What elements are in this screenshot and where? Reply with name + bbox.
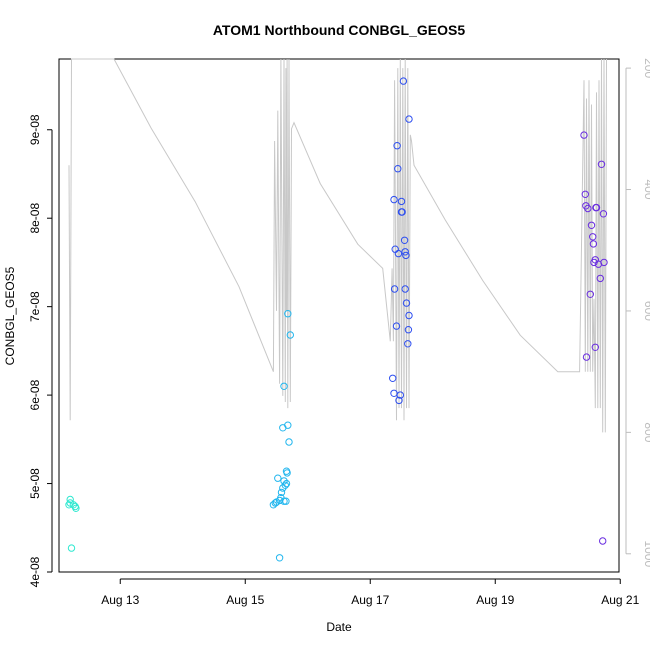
data-points [65, 77, 608, 562]
altitude-line [68, 58, 607, 433]
data-point [589, 233, 597, 241]
data-point [401, 285, 409, 293]
y-tick-label: 7e-08 [28, 291, 42, 322]
x-axis-label: Date [326, 620, 352, 634]
data-point [280, 382, 288, 390]
y2-tick-label: 400 [642, 180, 650, 200]
data-point [592, 203, 601, 212]
data-point [589, 240, 598, 248]
data-point [277, 488, 286, 497]
data-point [286, 331, 294, 339]
data-point [393, 142, 401, 150]
data-point [599, 537, 607, 545]
data-point [395, 396, 403, 405]
data-point [394, 165, 402, 173]
x-tick-label: Aug 15 [226, 593, 264, 607]
data-point [282, 497, 290, 505]
y-tick-label: 8e-08 [28, 203, 42, 234]
y-tick-label: 5e-08 [28, 468, 42, 499]
data-point [404, 340, 412, 348]
series-flight3 [389, 77, 413, 405]
x-tick-label: Aug 17 [351, 593, 389, 607]
data-point [402, 251, 410, 260]
y2-tick-label: 1000 [642, 540, 650, 567]
data-point [580, 131, 588, 139]
secondary-y-axis: 200 400 600 800 1000 [625, 58, 650, 567]
data-point [66, 495, 74, 504]
data-point [394, 249, 403, 258]
y-tick-label: 9e-08 [28, 114, 42, 145]
data-point [389, 374, 397, 382]
data-point [280, 497, 288, 505]
data-point [587, 221, 596, 230]
data-point [600, 258, 608, 267]
y-axis-label: CONBGL_GEOS5 [3, 266, 17, 365]
altitude-trace [68, 58, 607, 433]
x-tick-label: Aug 19 [476, 593, 514, 607]
data-point [275, 554, 284, 562]
x-tick-label: Aug 13 [101, 593, 139, 607]
data-point [586, 290, 594, 298]
data-point [400, 236, 409, 245]
data-point [399, 77, 408, 85]
series-flight1 [65, 495, 80, 552]
data-point [392, 322, 401, 330]
chart-title: ATOM1 Northbound CONBGL_GEOS5 [213, 22, 465, 38]
series-flight4 [580, 131, 608, 545]
data-point [405, 311, 413, 320]
data-point [279, 424, 287, 432]
data-point [396, 391, 404, 399]
data-point [596, 274, 604, 283]
data-point [404, 326, 413, 334]
data-point [584, 204, 592, 213]
data-point [283, 469, 291, 477]
y-axis: 4e-08 5e-08 6e-08 7e-08 8e-08 9e-08 [28, 114, 53, 587]
data-point [597, 160, 606, 169]
data-point [390, 195, 398, 204]
data-point [72, 504, 80, 512]
data-point [282, 479, 291, 488]
data-point [581, 190, 589, 199]
data-point [281, 481, 289, 489]
y2-tick-label: 200 [642, 58, 650, 78]
data-point [398, 208, 406, 216]
data-point [401, 248, 409, 256]
data-point [284, 310, 292, 318]
data-point [67, 544, 76, 552]
y2-tick-label: 600 [642, 301, 650, 321]
x-tick-label: Aug 21 [601, 593, 639, 607]
series-flight2 [269, 310, 294, 562]
data-point [285, 438, 293, 446]
y2-tick-label: 800 [642, 422, 650, 442]
data-point [599, 210, 608, 218]
x-axis: Aug 13 Aug 15 Aug 17 Aug 19 Aug 21 [101, 578, 640, 607]
data-point [405, 115, 413, 123]
y-tick-label: 6e-08 [28, 379, 42, 410]
data-point [390, 285, 399, 293]
y-tick-label: 4e-08 [28, 556, 42, 587]
data-point [274, 474, 282, 482]
data-point [582, 353, 591, 361]
data-point [397, 197, 406, 206]
data-point [591, 343, 599, 351]
plot-frame [58, 58, 620, 573]
data-point [402, 299, 411, 307]
